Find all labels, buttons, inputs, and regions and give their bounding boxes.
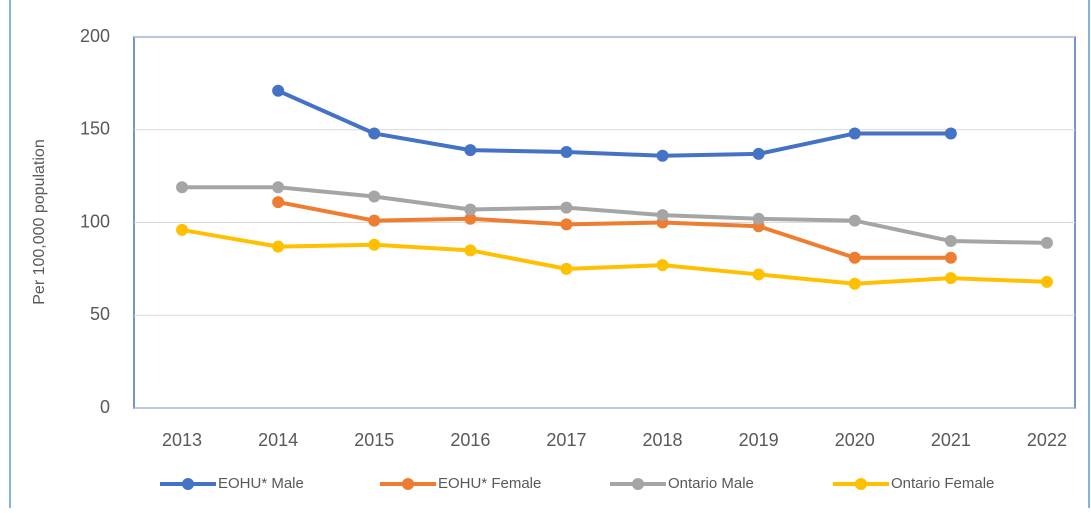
legend-label: Ontario Male <box>668 475 754 492</box>
x-tick-label: 2022 <box>1027 430 1067 450</box>
data-point <box>272 196 285 209</box>
data-point <box>560 146 573 159</box>
data-point <box>560 262 573 275</box>
data-point <box>752 147 765 160</box>
data-point <box>368 214 381 227</box>
data-point <box>272 240 285 253</box>
data-point <box>464 244 477 257</box>
data-point <box>272 181 285 194</box>
data-point <box>848 277 861 290</box>
data-point <box>272 84 285 97</box>
data-point <box>656 209 669 222</box>
data-point <box>464 203 477 216</box>
x-tick-label: 2020 <box>835 430 875 450</box>
data-point <box>176 181 189 194</box>
y-tick-label: 0 <box>100 397 110 417</box>
x-tick-label: 2013 <box>162 430 202 450</box>
data-point <box>752 212 765 225</box>
data-point <box>944 272 957 285</box>
x-tick-label: 2017 <box>546 430 586 450</box>
y-tick-label: 50 <box>90 304 110 324</box>
data-point <box>560 201 573 214</box>
x-tick-label: 2019 <box>739 430 779 450</box>
legend-marker <box>402 478 414 490</box>
data-point <box>560 218 573 231</box>
legend-label: EOHU* Female <box>438 475 541 492</box>
data-point <box>752 268 765 281</box>
y-tick-label: 150 <box>80 119 110 139</box>
data-point <box>656 149 669 162</box>
data-point <box>1040 236 1053 249</box>
data-point <box>368 127 381 140</box>
data-point <box>176 223 189 236</box>
y-axis-label: Per 100,000 population <box>31 139 48 304</box>
series-line <box>181 227 1048 286</box>
legend-label: EOHU* Male <box>218 475 304 492</box>
data-point <box>1040 275 1053 288</box>
series-line <box>182 185 1047 245</box>
y-tick-label: 200 <box>80 26 110 46</box>
x-tick-label: 2021 <box>931 430 971 450</box>
data-point <box>944 251 957 264</box>
legend-marker <box>855 478 867 490</box>
data-point <box>368 238 381 251</box>
chart-frame <box>9 0 1090 513</box>
y-tick-label: 100 <box>80 211 110 231</box>
legend-marker <box>182 478 194 490</box>
x-tick-label: 2015 <box>354 430 394 450</box>
x-tick-label: 2016 <box>450 430 490 450</box>
series-line <box>277 88 951 158</box>
data-point <box>944 127 957 140</box>
series-line <box>277 200 951 260</box>
data-point <box>848 127 861 140</box>
data-point <box>464 144 477 157</box>
legend-marker <box>632 478 644 490</box>
data-point <box>464 212 477 225</box>
x-tick-label: 2018 <box>643 430 683 450</box>
data-point <box>368 190 381 203</box>
data-point <box>848 251 861 264</box>
data-point <box>656 259 669 272</box>
legend-label: Ontario Female <box>891 475 994 492</box>
data-point <box>848 214 861 227</box>
x-tick-label: 2014 <box>258 430 298 450</box>
data-point <box>944 235 957 248</box>
